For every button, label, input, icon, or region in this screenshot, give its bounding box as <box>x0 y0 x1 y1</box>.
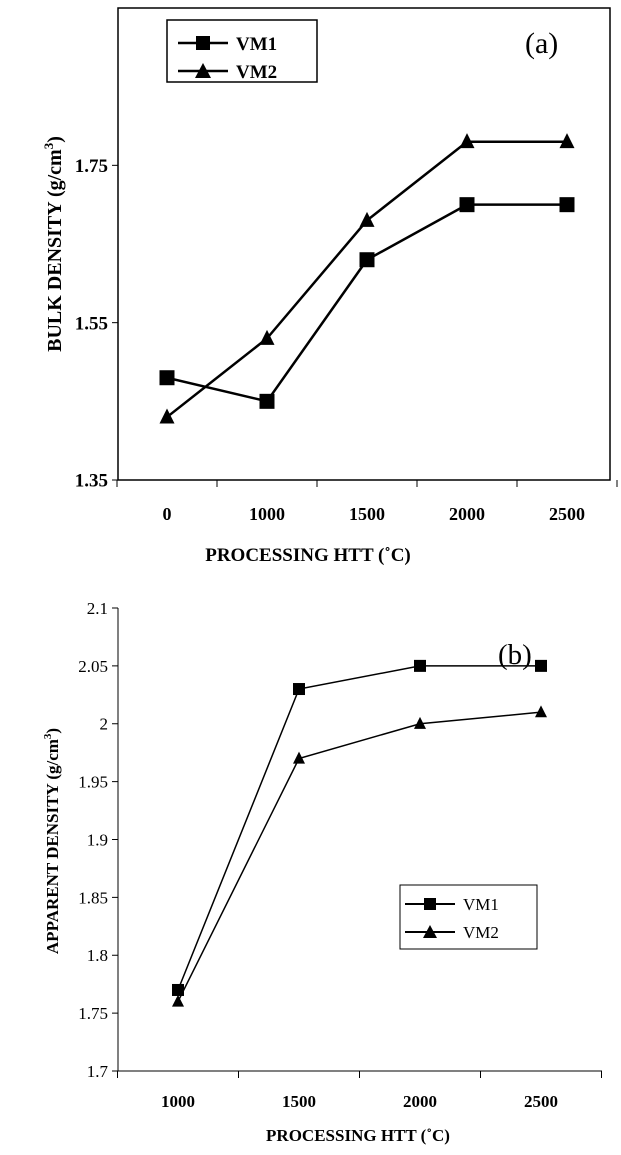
chart-a-series-vm2-line <box>166 140 567 419</box>
chart-a-y-axis-label-sup: 3 <box>41 142 56 149</box>
chart-b-y-tick-label: 1.85 <box>78 888 108 907</box>
chart-b-series-vm2-line <box>177 711 542 1002</box>
chart-a-series-vm2-point <box>259 329 275 345</box>
chart-b-x-tick-label: 2000 <box>403 1092 437 1111</box>
chart-b-x-tick-label: 2500 <box>524 1092 558 1111</box>
chart-a-series-vm1-point <box>359 252 375 268</box>
chart-a-series-vm2-point <box>559 133 575 149</box>
chart-a: 1.35 1.55 1.75 0 1000 1500 2000 2500 (a) PROCE… <box>41 7 618 566</box>
chart-b-y-tick-label: 1.8 <box>87 946 108 965</box>
chart-a-legend-vm1-marker <box>196 36 210 50</box>
chart-b-panel-label: (b) <box>498 639 532 671</box>
chart-a-x-axis: 0 1000 1500 2000 2500 <box>116 480 618 524</box>
chart-a-x-tick-label: 1500 <box>349 504 385 524</box>
chart-a-y-axis-label-main: BULK DENSITY (g/cm <box>44 149 66 352</box>
chart-a-y-tick-label: 1.55 <box>75 313 108 334</box>
chart-b-series-vm2-point <box>414 716 426 729</box>
chart-b-y-tick-label: 1.75 <box>78 1004 108 1023</box>
chart-a-series-vm1-point <box>159 370 175 386</box>
chart-a-series <box>159 133 575 424</box>
chart-b-series-vm2-point <box>172 994 184 1007</box>
chart-b-series-vm1-point <box>414 659 426 672</box>
chart-a-series-vm1-point <box>259 393 275 409</box>
chart-a-series-vm2-point <box>359 211 375 227</box>
chart-b-y-tick-label: 1.7 <box>87 1062 109 1081</box>
chart-b-y-tick-label: 2.1 <box>87 599 108 618</box>
chart-b-y-axis: 1.7 1.75 1.8 1.85 1.9 1.95 2 2.05 2.1 <box>78 599 118 1081</box>
chart-a-plot-frame <box>117 7 611 481</box>
chart-b-y-tick-label: 1.9 <box>87 830 108 849</box>
chart-b-legend-vm2-label: VM2 <box>463 923 499 942</box>
chart-b-x-tick-label: 1500 <box>282 1092 316 1111</box>
chart-b-y-axis-label: APPARENT DENSITY (g/cm3) <box>42 728 62 954</box>
chart-a-x-tick-label: 2500 <box>549 504 585 524</box>
chart-b-series-vm2-point <box>535 705 547 718</box>
chart-a-series-vm1-point <box>559 197 575 213</box>
chart-b-series-vm1-point <box>172 983 184 996</box>
chart-b-y-axis-label-sup: 3 <box>42 733 54 739</box>
chart-b: 1.7 1.75 1.8 1.85 1.9 1.95 2 2.05 2.1 1000 1500 20… <box>42 599 602 1145</box>
chart-b-y-axis-label-main: APPARENT DENSITY (g/cm <box>43 739 62 954</box>
chart-a-y-tick-label: 1.35 <box>75 471 108 492</box>
chart-a-series-vm1-point <box>459 197 475 213</box>
chart-b-x-axis-label: PROCESSING HTT (˚C) <box>266 1126 450 1145</box>
chart-b-legend-vm1-label: VM1 <box>463 895 499 914</box>
chart-a-series-vm2-point <box>459 133 475 149</box>
chart-a-x-axis-label: PROCESSING HTT (˚C) <box>205 545 411 566</box>
chart-b-x-tick-label: 1000 <box>161 1092 195 1111</box>
chart-b-series-vm2-point <box>293 751 305 764</box>
chart-a-x-tick-label: 2000 <box>449 504 485 524</box>
chart-a-y-tick-label: 1.75 <box>75 156 108 177</box>
chart-a-panel-label: (a) <box>525 27 558 60</box>
chart-a-legend-vm2-marker <box>195 63 211 78</box>
chart-b-legend-vm2-marker <box>423 925 437 938</box>
chart-a-y-axis-label: BULK DENSITY (g/cm3) <box>41 136 66 352</box>
chart-b-series <box>172 659 547 1007</box>
chart-b-legend: VM1 VM2 <box>399 884 538 950</box>
chart-b-y-axis-label-close: ) <box>43 728 62 734</box>
chart-a-y-axis-label-close: ) <box>44 136 66 143</box>
chart-a-legend-vm1-label: VM1 <box>236 34 277 55</box>
chart-b-legend-box <box>399 884 538 950</box>
chart-b-series-vm1-point <box>535 659 547 672</box>
chart-b-y-tick-label: 1.95 <box>78 773 108 792</box>
chart-b-legend-vm1-marker <box>424 898 436 910</box>
chart-b-series-vm1-point <box>293 683 305 696</box>
chart-a-series-vm2-point <box>159 408 175 424</box>
chart-b-series-vm1-line <box>177 665 541 991</box>
chart-a-x-tick-label: 1000 <box>249 504 285 524</box>
chart-b-y-tick-label: 2.05 <box>78 657 108 676</box>
chart-a-legend: VM1 VM2 <box>166 19 318 83</box>
chart-a-series-vm1-line <box>166 203 567 403</box>
chart-b-y-tick-label: 2 <box>100 715 109 734</box>
chart-b-x-axis: 1000 1500 2000 2500 <box>117 1071 602 1111</box>
chart-a-y-axis: 1.35 1.55 1.75 <box>75 156 118 492</box>
chart-a-x-tick-label: 0 <box>163 504 172 524</box>
chart-a-legend-vm2-label: VM2 <box>236 62 277 83</box>
